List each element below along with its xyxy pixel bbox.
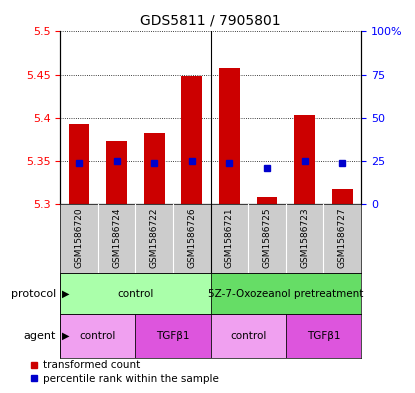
Bar <box>211 273 361 314</box>
Bar <box>60 314 135 358</box>
Text: ▶: ▶ <box>62 331 70 341</box>
Bar <box>294 115 315 204</box>
Bar <box>211 314 286 358</box>
Text: GSM1586720: GSM1586720 <box>74 208 83 268</box>
Bar <box>68 124 89 204</box>
Text: agent: agent <box>24 331 56 341</box>
Bar <box>181 76 202 204</box>
Title: GDS5811 / 7905801: GDS5811 / 7905801 <box>140 13 281 28</box>
Bar <box>257 197 277 204</box>
Text: protocol: protocol <box>11 289 56 299</box>
Text: 5Z-7-Oxozeanol pretreatment: 5Z-7-Oxozeanol pretreatment <box>208 289 364 299</box>
Text: control: control <box>230 331 266 341</box>
Text: TGFβ1: TGFβ1 <box>156 331 190 341</box>
Text: GSM1586723: GSM1586723 <box>300 208 309 268</box>
Text: control: control <box>117 289 154 299</box>
Text: GSM1586724: GSM1586724 <box>112 208 121 268</box>
Text: TGFβ1: TGFβ1 <box>307 331 340 341</box>
Bar <box>144 132 164 204</box>
Bar <box>106 141 127 204</box>
Text: GSM1586722: GSM1586722 <box>150 208 159 268</box>
Text: GSM1586721: GSM1586721 <box>225 208 234 268</box>
Bar <box>60 273 211 314</box>
Legend: transformed count, percentile rank within the sample: transformed count, percentile rank withi… <box>26 356 223 388</box>
Bar <box>286 314 361 358</box>
Text: GSM1586725: GSM1586725 <box>263 208 271 268</box>
Text: control: control <box>80 331 116 341</box>
Text: GSM1586726: GSM1586726 <box>187 208 196 268</box>
Bar <box>219 68 240 204</box>
Text: GSM1586727: GSM1586727 <box>338 208 347 268</box>
Bar <box>135 314 210 358</box>
Bar <box>332 189 353 204</box>
Text: ▶: ▶ <box>62 289 70 299</box>
